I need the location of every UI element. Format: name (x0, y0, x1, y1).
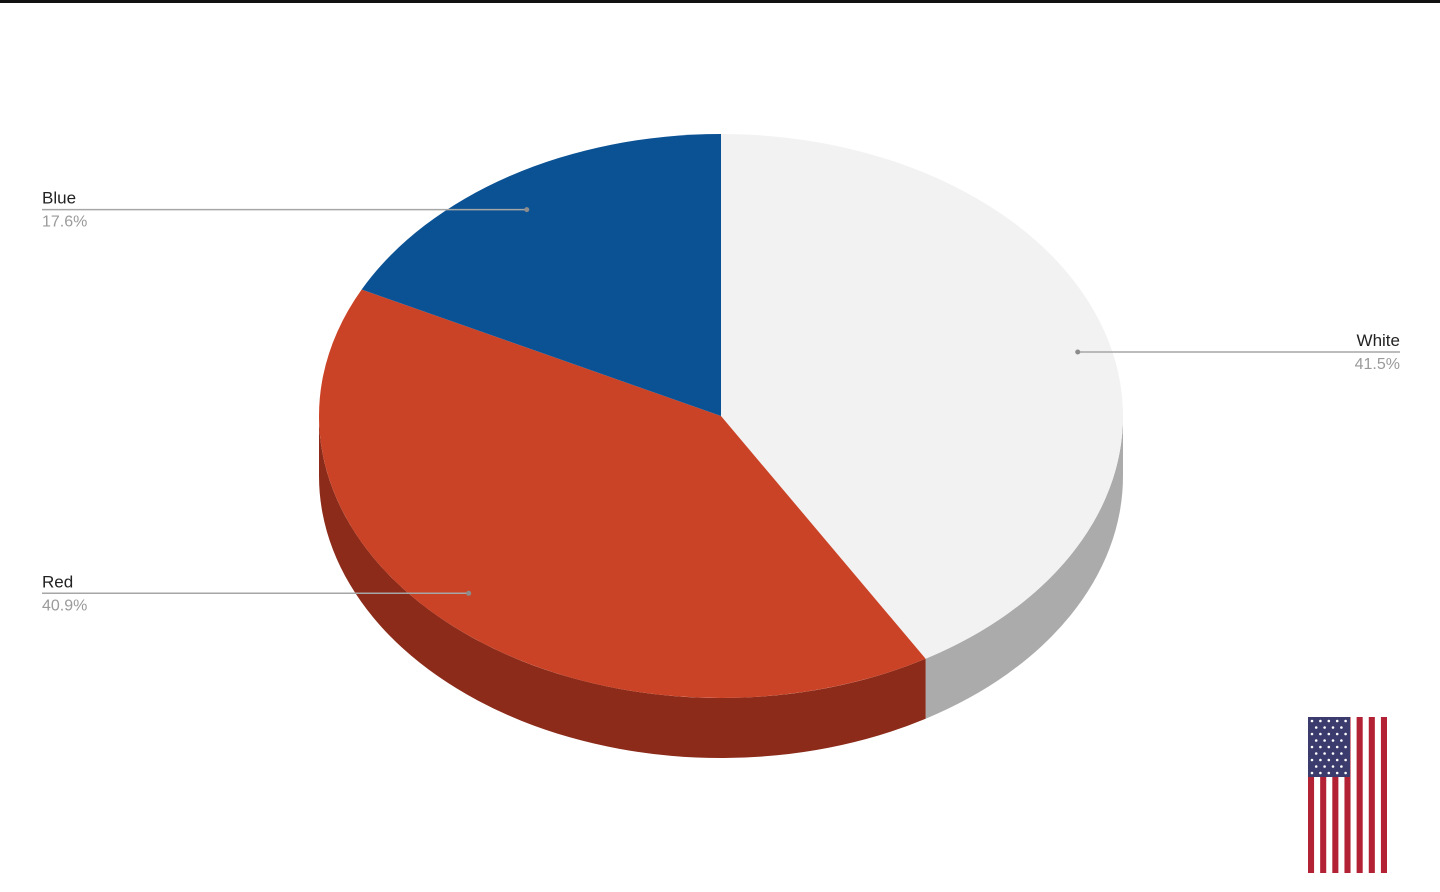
slice-percent: 40.9% (42, 597, 87, 614)
pie-slice-white (721, 134, 1123, 659)
slice-label: White (1357, 331, 1400, 350)
pie-slice-red (319, 289, 926, 698)
pie-slice-blue (361, 134, 721, 416)
slice-percent: 17.6% (42, 214, 87, 231)
callout-blue: Blue 17.6% (42, 189, 530, 231)
callout-dot (1075, 349, 1081, 355)
slice-label: Red (42, 572, 73, 591)
top-border (0, 0, 1440, 3)
slice-percent: 41.5% (1355, 356, 1400, 373)
callout-dot (524, 207, 530, 213)
callout-white: White 41.5% (1075, 331, 1400, 373)
callout-red: Red 40.9% (42, 572, 472, 614)
us-flag-icon (1308, 717, 1387, 873)
pie-side-white (925, 416, 1123, 719)
slice-label: Blue (42, 189, 76, 208)
callout-dot (466, 590, 472, 596)
pie-side-red (319, 416, 926, 758)
